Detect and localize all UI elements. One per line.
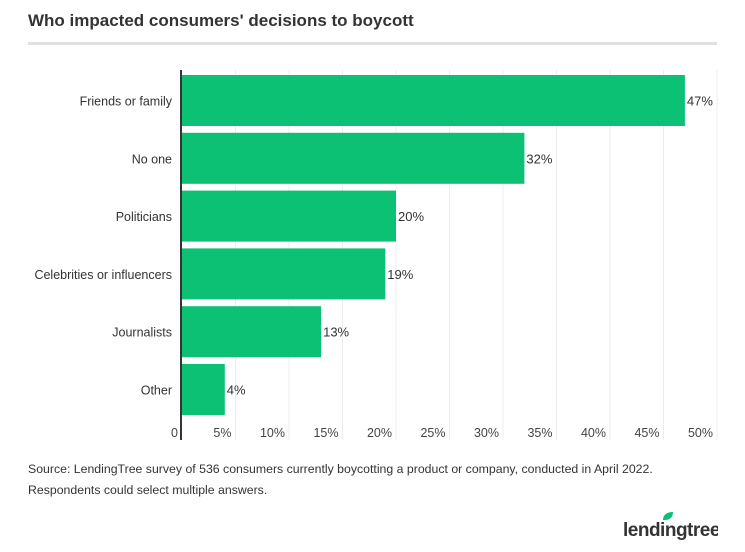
x-tick-label: 40% xyxy=(581,426,606,440)
x-tick-label: 0 xyxy=(171,426,178,440)
title-divider xyxy=(28,42,717,45)
category-label: Politicians xyxy=(116,210,172,224)
data-label: 47% xyxy=(687,94,713,109)
x-tick-label: 50% xyxy=(688,426,713,440)
bar xyxy=(182,306,322,358)
x-tick-label: 25% xyxy=(420,426,445,440)
source-note: Source: LendingTree survey of 536 consum… xyxy=(28,462,653,497)
bar xyxy=(182,364,225,415)
x-tick-label: 10% xyxy=(260,426,285,440)
data-label: 20% xyxy=(398,209,424,224)
bar xyxy=(182,248,386,300)
category-label: No one xyxy=(132,152,172,166)
chart-title: Who impacted consumers' decisions to boy… xyxy=(28,11,414,30)
bar xyxy=(182,132,525,184)
x-tick-label: 45% xyxy=(634,426,659,440)
bar xyxy=(182,190,396,242)
category-label: Journalists xyxy=(112,326,172,340)
x-tick-label: 15% xyxy=(313,426,338,440)
svg-text:lendingtree: lendingtree xyxy=(623,520,718,541)
x-tick-label: 30% xyxy=(474,426,499,440)
category-label: Celebrities or influencers xyxy=(34,268,172,282)
bar xyxy=(182,75,685,126)
x-tick-label: 20% xyxy=(367,426,392,440)
category-label: Other xyxy=(141,384,172,398)
data-label: 32% xyxy=(526,151,552,166)
data-label: 4% xyxy=(227,383,246,398)
x-tick-label: 5% xyxy=(213,426,231,440)
bar-chart: 0 5% 10% 15% 20% 25% 30% 35% 40% 45% 50% 47% Friends… xyxy=(34,70,718,440)
data-label: 19% xyxy=(387,267,413,282)
x-tick-label: 35% xyxy=(527,426,552,440)
category-label: Friends or family xyxy=(80,95,173,109)
data-label: 13% xyxy=(323,325,349,340)
lendingtree-logo: lendingtree xyxy=(623,511,720,546)
